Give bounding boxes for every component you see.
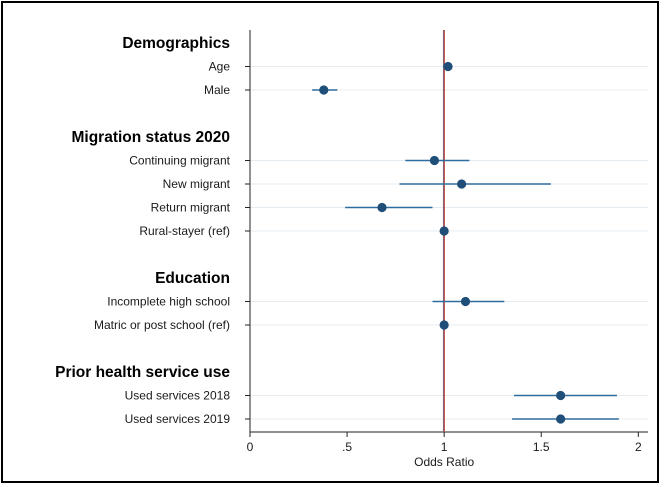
group-header: Migration status 2020 (72, 129, 231, 146)
odds-ratio-point (556, 390, 566, 401)
row-label: Male (204, 83, 230, 97)
odds-ratio-point (443, 61, 453, 72)
row-label: Used services 2019 (125, 412, 231, 426)
odds-ratio-point (556, 414, 566, 424)
x-tick-label: 1.5 (533, 440, 550, 454)
row-label: Rural-stayer (ref) (139, 224, 230, 238)
x-tick-label: 0 (247, 440, 254, 454)
odds-ratio-point (457, 179, 467, 189)
x-tick-label: 2 (635, 440, 642, 454)
group-header: Prior health service use (55, 364, 230, 381)
odds-ratio-point (429, 155, 440, 166)
group-header: Education (155, 270, 230, 287)
row-label: Return migrant (151, 201, 231, 215)
x-axis-title: Odds Ratio (414, 455, 474, 469)
odds-ratio-point (377, 202, 387, 213)
x-tick-label: 1 (441, 440, 448, 454)
odds-ratio-point (439, 226, 449, 236)
row-label: Continuing migrant (129, 154, 230, 168)
x-tick-label: .5 (342, 440, 352, 454)
odds-ratio-point (439, 320, 449, 330)
odds-ratio-point (319, 85, 329, 95)
row-label: Matric or post school (ref) (94, 318, 230, 332)
row-label: Age (209, 60, 231, 74)
odds-ratio-point (460, 296, 471, 307)
row-label: Incomplete high school (107, 295, 230, 309)
row-label: Used services 2018 (125, 389, 231, 403)
group-header: Demographics (122, 35, 230, 52)
row-label: New migrant (163, 177, 231, 191)
